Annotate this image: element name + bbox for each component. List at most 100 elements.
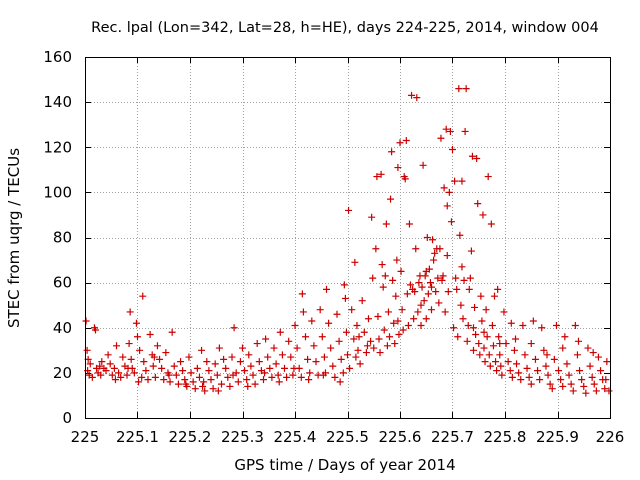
data-point bbox=[422, 315, 430, 323]
data-point bbox=[104, 351, 112, 359]
data-point bbox=[199, 382, 207, 390]
data-point bbox=[496, 340, 504, 348]
data-point bbox=[251, 380, 259, 388]
data-point bbox=[399, 326, 407, 334]
y-tick-label: 100 bbox=[43, 183, 72, 201]
data-point bbox=[261, 369, 269, 377]
data-point bbox=[182, 380, 190, 388]
data-point bbox=[487, 220, 495, 228]
x-tick-label: 225.7 bbox=[431, 428, 474, 446]
data-point bbox=[113, 342, 120, 350]
data-point bbox=[354, 346, 362, 354]
data-point bbox=[435, 299, 443, 307]
data-point bbox=[342, 328, 350, 336]
data-point bbox=[567, 380, 575, 388]
data-point bbox=[466, 274, 474, 282]
data-point bbox=[360, 328, 368, 336]
data-point bbox=[365, 315, 372, 323]
data-point bbox=[388, 148, 396, 156]
data-point bbox=[575, 337, 582, 345]
data-point bbox=[542, 362, 550, 370]
data-point bbox=[443, 252, 451, 260]
data-point bbox=[291, 321, 299, 329]
data-point bbox=[177, 358, 185, 366]
data-point bbox=[376, 349, 384, 357]
data-point bbox=[92, 326, 99, 334]
data-point bbox=[224, 373, 232, 381]
data-point bbox=[174, 380, 182, 388]
data-point bbox=[475, 340, 483, 348]
data-point bbox=[310, 342, 318, 350]
data-point bbox=[306, 369, 314, 377]
data-point bbox=[394, 317, 402, 325]
data-point bbox=[483, 333, 491, 341]
data-point bbox=[125, 340, 133, 348]
y-tick-label: 60 bbox=[53, 274, 72, 292]
data-point bbox=[382, 220, 390, 228]
data-point bbox=[83, 346, 91, 354]
data-point bbox=[160, 376, 168, 384]
data-point bbox=[454, 333, 462, 341]
data-point bbox=[569, 387, 577, 395]
data-point bbox=[247, 362, 255, 370]
data-point bbox=[207, 376, 215, 384]
data-point bbox=[226, 382, 234, 390]
data-point bbox=[374, 312, 382, 320]
x-tick-label: 225.2 bbox=[169, 428, 212, 446]
data-point bbox=[312, 358, 320, 366]
data-point bbox=[151, 373, 159, 381]
data-point bbox=[588, 373, 596, 381]
x-tick-label: 225.8 bbox=[484, 428, 527, 446]
data-point bbox=[527, 340, 535, 348]
data-point bbox=[386, 333, 393, 341]
data-point bbox=[557, 376, 565, 384]
data-point bbox=[424, 290, 432, 298]
data-point bbox=[278, 351, 286, 359]
data-point bbox=[373, 173, 381, 181]
data-point bbox=[168, 328, 176, 336]
data-point bbox=[417, 301, 425, 309]
data-point bbox=[228, 353, 236, 361]
data-point bbox=[243, 376, 251, 384]
data-point bbox=[482, 306, 490, 314]
plot-frame bbox=[85, 57, 611, 419]
data-point bbox=[198, 346, 206, 354]
data-point bbox=[369, 274, 377, 282]
data-point bbox=[474, 200, 482, 208]
data-point bbox=[444, 288, 452, 296]
data-point bbox=[546, 380, 554, 388]
data-point bbox=[434, 274, 442, 282]
data-point bbox=[473, 155, 481, 163]
data-point bbox=[220, 355, 228, 363]
data-point bbox=[211, 360, 219, 368]
data-point bbox=[561, 333, 569, 341]
data-point bbox=[368, 213, 376, 221]
data-point bbox=[136, 346, 144, 354]
data-point bbox=[440, 184, 448, 192]
data-point bbox=[470, 324, 477, 332]
data-point bbox=[185, 353, 193, 361]
data-point bbox=[418, 283, 426, 291]
data-point bbox=[437, 134, 445, 142]
data-point bbox=[447, 218, 455, 226]
grid-lines bbox=[85, 57, 610, 418]
data-point bbox=[134, 333, 141, 341]
data-point bbox=[467, 247, 475, 255]
data-point bbox=[412, 245, 420, 253]
tick-labels: 225 225.1 225.2 225.3 225.4 225.5 225.6 225.7 22… bbox=[43, 48, 624, 446]
data-point bbox=[419, 161, 427, 169]
data-point bbox=[462, 85, 470, 93]
data-point bbox=[439, 272, 447, 280]
data-point bbox=[552, 321, 560, 329]
data-point bbox=[158, 364, 166, 372]
data-point bbox=[379, 283, 387, 291]
data-point bbox=[468, 152, 476, 160]
data-point bbox=[331, 373, 339, 381]
data-point bbox=[410, 315, 418, 323]
data-point bbox=[461, 127, 469, 135]
data-point bbox=[289, 371, 297, 379]
data-point bbox=[504, 358, 512, 366]
data-point bbox=[222, 364, 230, 372]
y-tick-label: 20 bbox=[53, 364, 72, 382]
